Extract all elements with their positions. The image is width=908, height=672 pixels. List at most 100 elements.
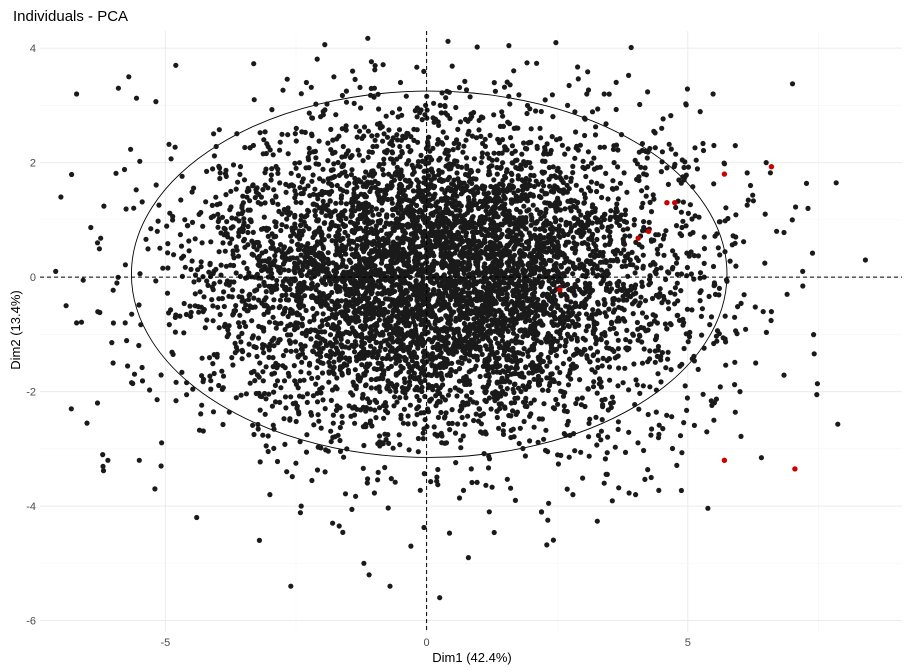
data-point [320,360,326,366]
data-point [271,389,277,395]
data-point [316,250,322,256]
data-point [173,312,179,318]
data-point [394,281,400,288]
data-point [261,279,267,285]
data-point [431,173,437,179]
data-point [182,264,188,270]
data-point [233,186,239,192]
data-point [362,208,368,214]
data-point [418,152,424,158]
data-point [586,228,592,234]
data-point [310,234,316,240]
data-point [463,137,469,143]
data-point [382,323,388,329]
data-point [545,449,551,455]
data-point [584,323,590,329]
data-point [436,288,442,294]
data-point [835,421,841,427]
data-point [414,114,420,120]
data-point [291,267,297,273]
data-point [191,185,197,191]
data-point [389,200,395,206]
data-point [563,432,569,438]
data-point [591,241,597,247]
data-point [649,426,655,432]
data-point [593,124,599,130]
data-point [442,150,448,156]
data-point [398,340,404,347]
data-point [553,261,559,267]
data-point [322,469,328,475]
data-point [357,84,363,90]
data-point [709,402,715,408]
data-point [160,265,166,271]
data-point [522,385,528,391]
data-point [397,154,403,160]
data-point [811,351,817,357]
data-point [470,340,477,346]
data-point [166,141,172,147]
data-point [274,458,281,465]
data-point [639,141,646,147]
data-point [606,91,612,97]
data-point [438,337,444,343]
data-point [480,336,486,342]
data-point [457,312,463,319]
data-point [315,196,321,202]
data-point [415,449,421,455]
data-point [631,222,637,228]
data-point [607,280,613,286]
data-point [700,140,706,147]
data-point [555,401,561,407]
data-point [419,331,425,337]
data-point [239,330,245,336]
data-point [457,119,464,125]
data-point [249,335,255,341]
data-point [437,102,443,108]
data-point [598,437,604,443]
data-point [288,348,294,354]
data-point [488,221,494,227]
data-point [344,446,350,452]
data-point [639,279,645,285]
data-point [616,318,622,324]
data-point [449,407,455,413]
data-point [301,219,307,225]
data-point [643,193,649,199]
data-point [459,164,465,170]
data-point [312,208,318,214]
data-point [420,241,427,247]
data-point [485,381,491,387]
data-point [440,141,446,147]
data-point [406,321,412,327]
data-point [533,108,539,114]
data-point [343,264,349,270]
data-point [453,369,459,375]
data-point [339,163,345,170]
data-point [459,239,466,245]
data-point [244,265,250,272]
data-point [595,364,601,371]
data-point [330,420,336,426]
data-point [428,325,434,331]
data-point [204,278,210,284]
data-point [221,289,227,295]
data-point [304,264,310,270]
data-point [299,359,305,365]
data-point [289,292,295,298]
data-point [560,230,567,236]
data-point [262,170,268,176]
data-point [237,273,243,279]
data-point [640,252,646,258]
data-point [610,399,616,405]
data-point [390,212,396,218]
data-point [518,259,524,265]
data-point [164,223,170,229]
data-point [233,395,239,401]
data-point [406,447,412,453]
data-point [527,160,533,166]
data-point [352,420,358,426]
data-point [518,237,524,243]
data-point [531,335,537,341]
data-point [425,215,432,222]
